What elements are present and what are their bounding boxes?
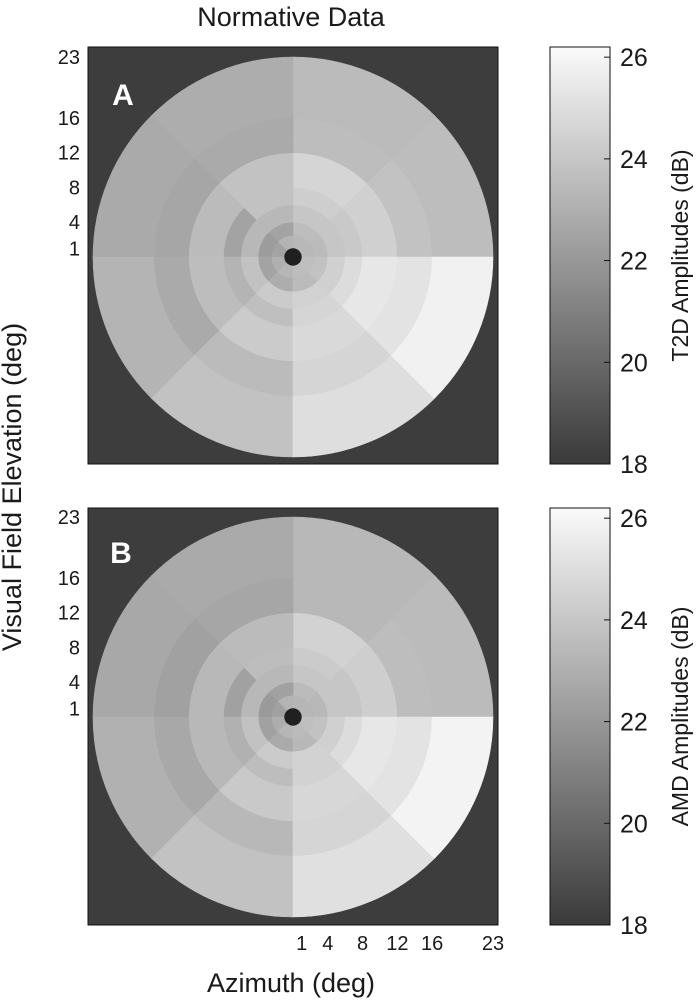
y-tick-label: 4 — [69, 672, 80, 694]
colorbar — [549, 46, 611, 465]
colorbar-tick-label: 20 — [620, 349, 648, 377]
y-tick-label: 16 — [58, 568, 80, 590]
colorbar-tick-label: 26 — [620, 44, 648, 72]
fovea-marker — [284, 248, 302, 266]
colorbar-tick-label: 24 — [620, 146, 648, 174]
x-tick-label: 4 — [322, 933, 333, 955]
y-tick-label: 23 — [58, 47, 80, 69]
colorbar — [549, 507, 611, 926]
colorbar-tick-label: 26 — [620, 505, 648, 533]
y-tick-label: 1 — [69, 238, 80, 260]
y-tick-label: 12 — [58, 603, 80, 625]
panel-a: A 1 4 8 12 16 23 18 20 22 24 26 T2D Amplitudes (dB) — [58, 44, 693, 479]
sector-ring6-right-lower — [390, 716, 494, 859]
colorbar-label: AMD Amplitudes (dB) — [667, 607, 693, 827]
panel-letter: B — [110, 537, 132, 570]
colorbar-tick-label: 18 — [620, 451, 648, 479]
y-tick-label: 8 — [69, 637, 80, 659]
colorbar-tick-label: 18 — [620, 912, 648, 940]
y-tick-label: 12 — [58, 143, 80, 165]
x-tick-label: 23 — [482, 933, 504, 955]
x-tick-label: 8 — [357, 933, 368, 955]
colorbar-tick-label: 22 — [620, 248, 648, 276]
chart-title: Normative Data — [197, 2, 386, 32]
fovea-marker — [284, 708, 302, 726]
y-tick-label: 23 — [58, 507, 80, 529]
x-tick-label: 16 — [421, 933, 443, 955]
sector-ring6-right-lower — [390, 256, 494, 399]
y-tick-label: 8 — [69, 177, 80, 199]
colorbar-tick-label: 22 — [620, 709, 648, 737]
y-tick-label: 4 — [69, 212, 80, 234]
plot-frame — [87, 46, 499, 465]
x-tick-label: 1 — [296, 933, 307, 955]
x-tick-label: 12 — [386, 933, 408, 955]
panel-letter: A — [112, 79, 134, 112]
y-axis-label: Visual Field Elevation (deg) — [0, 323, 27, 651]
y-tick-label: 16 — [58, 108, 80, 130]
plot-frame — [87, 507, 499, 926]
x-axis-label: Azimuth (deg) — [207, 968, 375, 998]
colorbar-label: T2D Amplitudes (dB) — [667, 149, 693, 361]
colorbar-tick-label: 20 — [620, 810, 648, 838]
y-tick-label: 1 — [69, 698, 80, 720]
colorbar-tick-label: 24 — [620, 607, 648, 635]
